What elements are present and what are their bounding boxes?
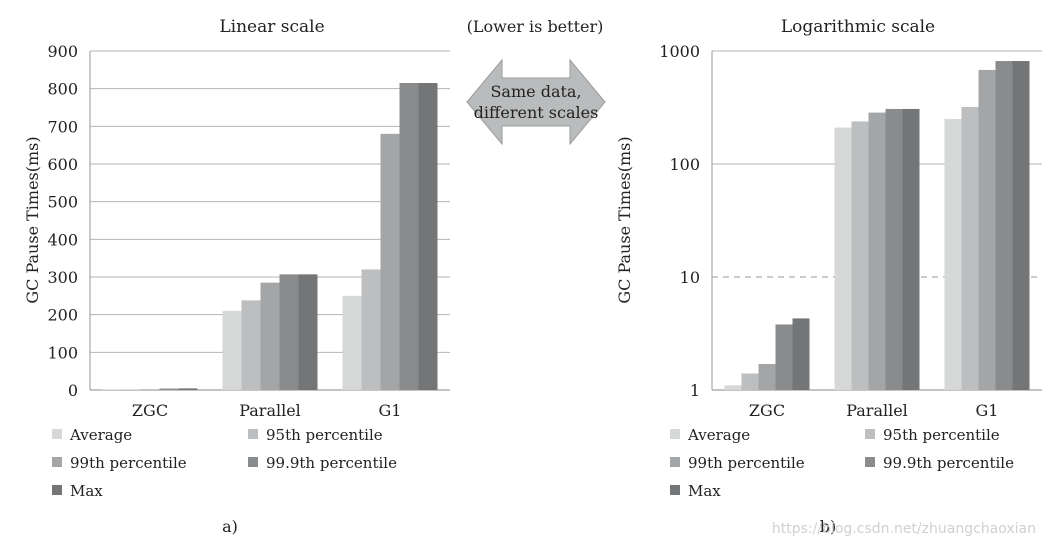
bar (140, 389, 160, 390)
panel-label: a) (222, 517, 238, 536)
bar (418, 83, 438, 391)
arrow-header: (Lower is better) (467, 17, 604, 36)
panel-label: b) (820, 517, 836, 536)
legend-swatch (248, 429, 258, 439)
legend-swatch (52, 429, 62, 439)
legend-label: 99.9th percentile (883, 454, 1014, 472)
y-tick-label: 900 (47, 42, 78, 61)
legend-swatch (52, 485, 62, 495)
bar (885, 108, 903, 390)
bar (1012, 61, 1030, 391)
arrow-text-line2: different scales (474, 103, 599, 122)
legend-label: 99th percentile (70, 454, 187, 472)
double-arrow-icon (466, 58, 606, 146)
arrow-text-line1: Same data, (490, 82, 581, 101)
comparison-arrow: (Lower is better) Same data, different s… (466, 17, 606, 146)
y-tick-label: 300 (47, 268, 78, 287)
y-tick-label: 1 (690, 381, 700, 400)
legend-swatch (670, 457, 680, 467)
bar (342, 295, 362, 390)
legend-swatch (670, 485, 680, 495)
x-category-label: G1 (976, 401, 999, 420)
y-tick-label: 700 (47, 117, 78, 136)
y-tick-label: 10 (680, 268, 700, 287)
bar (380, 133, 400, 390)
legend-label: Average (69, 426, 132, 444)
bar (902, 108, 920, 390)
bar (758, 363, 776, 390)
bar (775, 324, 793, 390)
bar (298, 274, 318, 390)
bar (121, 389, 141, 390)
bar (944, 119, 962, 390)
log-scale-chart: Logarithmic scale 1 10 100 1000 GC Pause Time… (615, 17, 1042, 536)
bar (741, 373, 759, 390)
legend-label: Max (70, 482, 103, 500)
legend-label: 99.9th percentile (266, 454, 397, 472)
chart-title: Linear scale (219, 17, 324, 37)
chart-title: Logarithmic scale (781, 17, 935, 37)
y-tick-label: 200 (47, 306, 78, 325)
legend-swatch (248, 457, 258, 467)
y-axis-label: GC Pause Times(ms) (23, 136, 42, 303)
watermark-text: https://blog.csdn.net/zhuangchaoxian (772, 521, 1036, 537)
y-tick-label: 400 (47, 230, 78, 249)
bar (961, 106, 979, 390)
bar (978, 69, 996, 391)
bar (834, 127, 852, 390)
bar (178, 388, 198, 390)
bar (260, 282, 280, 390)
legend-swatch (865, 457, 875, 467)
y-axis-label: GC Pause Times(ms) (615, 136, 634, 303)
legend-swatch (670, 429, 680, 439)
legend-label: 99th percentile (688, 454, 805, 472)
bar (868, 112, 886, 390)
legend-label: Average (687, 426, 750, 444)
legend-swatch (865, 429, 875, 439)
bar (399, 83, 419, 391)
bar (279, 274, 299, 390)
x-category-label: Parallel (239, 401, 301, 420)
y-tick-label: 1000 (659, 42, 700, 61)
legend-label: Max (688, 482, 721, 500)
x-category-label: G1 (379, 401, 402, 420)
linear-scale-chart: Linear scale 0 100 200 300 400 500 600 700 800 900… (23, 17, 450, 536)
bar (792, 318, 810, 390)
bar (724, 385, 742, 390)
bar (851, 121, 869, 390)
legend-label: 95th percentile (883, 426, 1000, 444)
bar (241, 300, 261, 390)
y-tick-label: 600 (47, 155, 78, 174)
legend-swatch (52, 457, 62, 467)
bar (159, 388, 179, 390)
bar (995, 61, 1013, 391)
x-category-label: ZGC (749, 401, 785, 420)
y-tick-label: 100 (47, 343, 78, 362)
y-tick-label: 500 (47, 193, 78, 212)
y-tick-label: 100 (669, 155, 700, 174)
legend-label: 95th percentile (266, 426, 383, 444)
x-category-label: ZGC (132, 401, 168, 420)
bar (222, 310, 242, 390)
x-category-label: Parallel (846, 401, 908, 420)
y-tick-label: 0 (68, 381, 78, 400)
y-tick-label: 800 (47, 80, 78, 99)
bar (361, 269, 381, 390)
